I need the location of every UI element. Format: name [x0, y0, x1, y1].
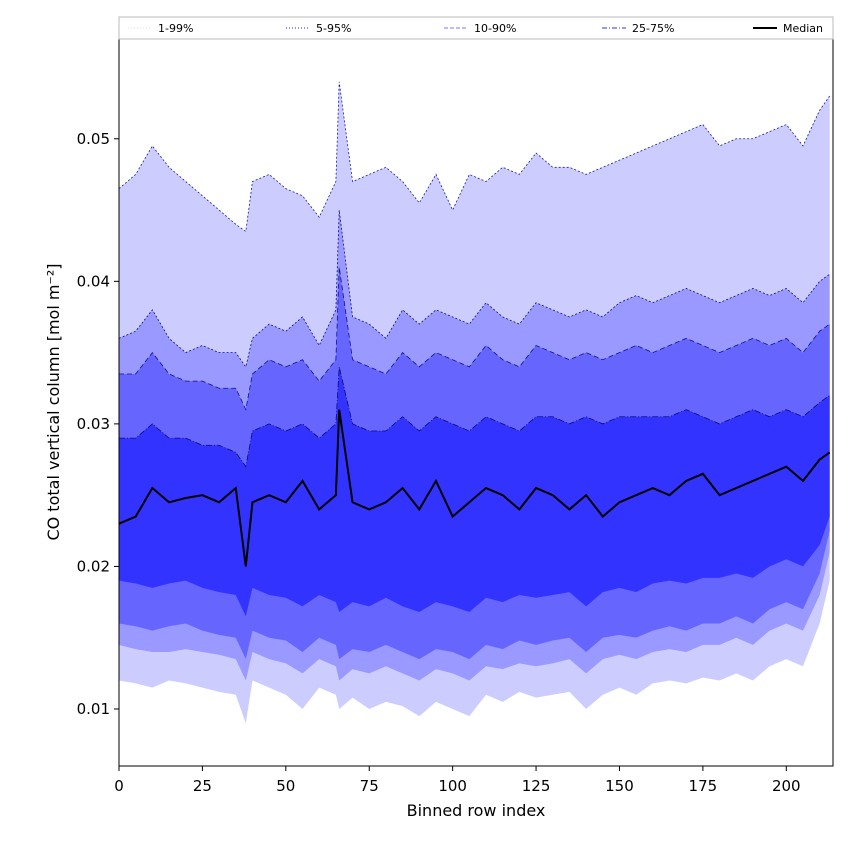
x-tick-label: 25: [193, 777, 212, 795]
band-25-75-upper-line: [119, 366, 830, 468]
y-tick-label: 0.02: [77, 557, 110, 575]
y-tick-label: 0.04: [77, 272, 110, 290]
y-tick-label: 0.05: [77, 130, 110, 148]
x-tick-label: 0: [114, 777, 124, 795]
x-axis: 0 25 50 75 100 125 150 175 200: [114, 766, 801, 795]
bands-layer: [118, 81, 830, 724]
legend-label: 1-99%: [158, 22, 193, 35]
x-tick-label: 50: [276, 777, 295, 795]
x-tick-label: 125: [522, 777, 551, 795]
x-axis-label: Binned row index: [407, 801, 546, 820]
x-tick-label: 175: [689, 777, 718, 795]
band-1-99-upper-line: [118, 81, 830, 233]
legend-label: 25-75%: [632, 22, 674, 35]
x-tick-label: 150: [605, 777, 634, 795]
legend: 1-99% 5-95% 10-90% 25-75% Median: [118, 16, 834, 40]
band-25-75: [119, 366, 830, 617]
legend-box: [118, 16, 834, 40]
x-tick-label: 200: [772, 777, 801, 795]
median-line: [118, 409, 831, 567]
legend-label: 10-90%: [474, 22, 516, 35]
y-tick-label: 0.03: [77, 415, 110, 433]
median-layer: [118, 409, 831, 567]
x-tick-label: 75: [360, 777, 379, 795]
y-axis-label: CO total vertical column [mol m⁻²]: [44, 263, 63, 540]
band-10-90-upper-line: [119, 267, 830, 411]
band-5-95-upper-line: [118, 210, 830, 368]
legend-label: Median: [783, 22, 823, 35]
legend-label: 5-95%: [316, 22, 351, 35]
y-axis: 0.01 0.02 0.03 0.04 0.05: [77, 130, 119, 718]
y-tick-label: 0.01: [77, 700, 110, 718]
x-tick-label: 100: [438, 777, 467, 795]
